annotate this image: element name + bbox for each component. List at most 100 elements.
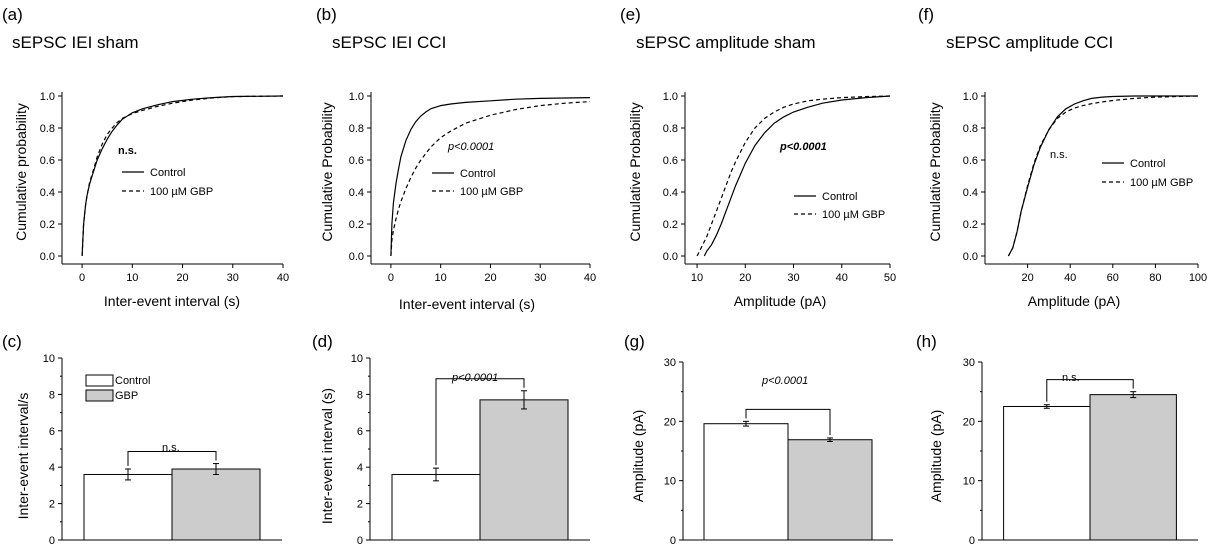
x-tick-label-b-1: 10	[435, 272, 447, 284]
y-tick-label-b-3: 0.6	[349, 155, 364, 167]
y-tick-label-g-3: 30	[664, 357, 676, 369]
legend-label-control-a: Control	[150, 167, 185, 179]
y-tick-label-h-0: 0	[969, 535, 975, 547]
annotation-h: n.s.	[1062, 372, 1080, 384]
x-tick-label-e-2: 30	[787, 272, 799, 284]
panel-label-g: (g)	[624, 332, 645, 351]
x-axis-title-a: Inter-event interval (s)	[104, 293, 240, 309]
significance-bracket-g	[745, 408, 831, 435]
annotation-b: p<0.0001	[447, 141, 494, 153]
x-tick-label-f-1: 40	[1064, 272, 1076, 284]
legend-swatch-control-c	[85, 374, 114, 387]
legend-label-gbp-b: 100 µM GBP	[460, 186, 523, 198]
series-line-e-gbp	[696, 95, 891, 257]
y-tick-label-a-4: 0.8	[40, 123, 55, 135]
legend-label-gbp-a: 100 µM GBP	[150, 186, 213, 198]
x-axis-title-e: Amplitude (pA)	[734, 293, 827, 309]
y-tick-label-f-1: 0.2	[963, 219, 978, 231]
y-tick-label-e-1: 0.2	[663, 219, 678, 231]
series-line-f-control	[1007, 95, 1198, 257]
bar-d-control	[391, 473, 481, 541]
y-tick-label-c-0: 0	[49, 535, 55, 547]
y-tick-label-b-4: 0.8	[349, 123, 364, 135]
legend-label-control-e: Control	[822, 191, 857, 203]
legend-label-gbp-f: 100 µM GBP	[1130, 177, 1193, 189]
y-tick-label-e-0: 0.0	[663, 251, 678, 263]
x-tick-label-e-1: 20	[739, 272, 751, 284]
y-tick-label-b-5: 1.0	[349, 91, 364, 103]
x-axis-title-b: Inter-event interval (s)	[399, 296, 535, 312]
significance-bracket-d	[435, 378, 525, 466]
x-tick-label-e-0: 10	[691, 272, 703, 284]
legend-c: Control GBP	[85, 374, 150, 402]
series-line-f-gbp	[1007, 95, 1199, 257]
y-tick-label-d-5: 10	[351, 353, 363, 365]
y-axis-title-a: Cumulative probability	[13, 103, 29, 241]
panel-label-h: (h)	[916, 332, 937, 351]
panel-label-e: (e)	[620, 5, 641, 24]
panel-title-a: sEPSC IEI sham	[12, 33, 139, 52]
y-tick-label-c-5: 10	[43, 353, 55, 365]
y-tick-label-b-2: 0.4	[349, 187, 364, 199]
panel-title-e: sEPSC amplitude sham	[636, 33, 816, 52]
panel-label-a: (a)	[2, 5, 23, 24]
y-tick-label-h-1: 10	[963, 476, 975, 488]
plot-c: 0 2 4 6 8 10	[43, 353, 282, 547]
series-line-a-control	[81, 95, 284, 257]
y-tick-label-f-4: 0.8	[963, 123, 978, 135]
annotation-a: n.s.	[118, 145, 137, 157]
series-line-b-control	[390, 97, 591, 257]
legend-label-control-c: Control	[115, 375, 150, 387]
panel-label-b: (b)	[316, 5, 337, 24]
y-tick-label-c-3: 6	[49, 426, 55, 438]
x-tick-label-a-3: 30	[227, 272, 239, 284]
annotation-e: p<0.0001	[779, 141, 827, 153]
legend-label-gbp-e: 100 µM GBP	[822, 209, 885, 221]
y-tick-label-a-0: 0.0	[40, 251, 55, 263]
y-tick-label-d-4: 8	[357, 389, 363, 401]
y-tick-label-e-5: 1.0	[663, 91, 678, 103]
y-tick-label-b-0: 0.0	[349, 251, 364, 263]
y-tick-label-h-2: 20	[963, 416, 975, 428]
y-tick-label-d-2: 4	[357, 462, 363, 474]
y-tick-label-c-1: 2	[49, 499, 55, 511]
x-tick-label-a-0: 0	[79, 272, 85, 284]
x-tick-label-f-0: 20	[1021, 272, 1033, 284]
legend-f: Control 100 µM GBP	[1102, 158, 1193, 189]
significance-bracket-c	[127, 451, 217, 467]
y-tick-label-a-3: 0.6	[40, 155, 55, 167]
x-tick-label-b-4: 40	[584, 272, 596, 284]
y-tick-label-f-3: 0.6	[963, 155, 978, 167]
y-axis-title-h: Amplitude (pA)	[928, 410, 944, 503]
series-line-e-control	[703, 95, 891, 257]
series-line-b-gbp	[390, 101, 591, 257]
bar-h-control	[1003, 406, 1091, 541]
legend-label-gbp-c: GBP	[115, 390, 138, 402]
y-axis-title-e: Cumulative Probability	[627, 102, 643, 241]
y-tick-label-h-3: 30	[963, 357, 975, 369]
annotation-d: p<0.0001	[451, 372, 498, 384]
annotation-f: n.s.	[1050, 149, 1068, 161]
bar-h-gbp	[1089, 394, 1177, 541]
y-tick-label-f-5: 1.0	[963, 91, 978, 103]
y-tick-label-a-2: 0.4	[40, 187, 55, 199]
plot-a: 0.0 0.2 0.4 0.6 0.8 1.0 0 10 20 30 40	[40, 91, 289, 284]
series-line-a-gbp	[81, 95, 284, 257]
plot-g: 0 10 20 30	[664, 357, 893, 547]
y-axis-title-b: Cumulative Probability	[319, 102, 335, 241]
legend-label-control-b: Control	[460, 168, 495, 180]
y-tick-label-d-1: 2	[357, 499, 363, 511]
x-axis-title-f: Amplitude (pA)	[1028, 293, 1121, 309]
legend-label-control-f: Control	[1130, 158, 1165, 170]
x-tick-label-b-3: 30	[534, 272, 546, 284]
y-tick-label-e-4: 0.8	[663, 123, 678, 135]
x-tick-label-f-3: 80	[1149, 272, 1161, 284]
panel-label-d: (d)	[312, 332, 333, 351]
y-tick-label-b-1: 0.2	[349, 219, 364, 231]
plot-f: 0.0 0.2 0.4 0.6 0.8 1.0 20 40 60 80 100	[963, 91, 1207, 284]
y-tick-label-g-0: 0	[670, 535, 676, 547]
significance-bracket-h	[1046, 379, 1134, 402]
y-axis-title-g: Amplitude (pA)	[630, 410, 646, 503]
y-tick-label-f-0: 0.0	[963, 251, 978, 263]
